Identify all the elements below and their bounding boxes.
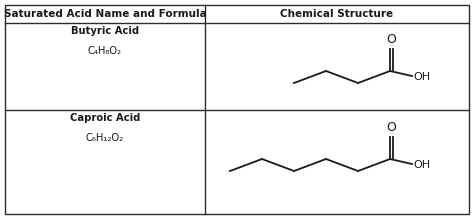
- Text: C₆H₁₂O₂: C₆H₁₂O₂: [86, 133, 124, 143]
- Text: Butyric Acid: Butyric Acid: [71, 26, 139, 36]
- Text: OH: OH: [413, 160, 430, 170]
- Text: Chemical Structure: Chemical Structure: [281, 9, 393, 19]
- Text: O: O: [387, 33, 396, 46]
- Text: OH: OH: [413, 72, 430, 82]
- Text: Saturated Acid Name and Formula: Saturated Acid Name and Formula: [4, 9, 206, 19]
- Text: C₄H₈O₂: C₄H₈O₂: [88, 46, 122, 56]
- Text: Caproic Acid: Caproic Acid: [70, 113, 140, 123]
- Text: O: O: [387, 121, 396, 134]
